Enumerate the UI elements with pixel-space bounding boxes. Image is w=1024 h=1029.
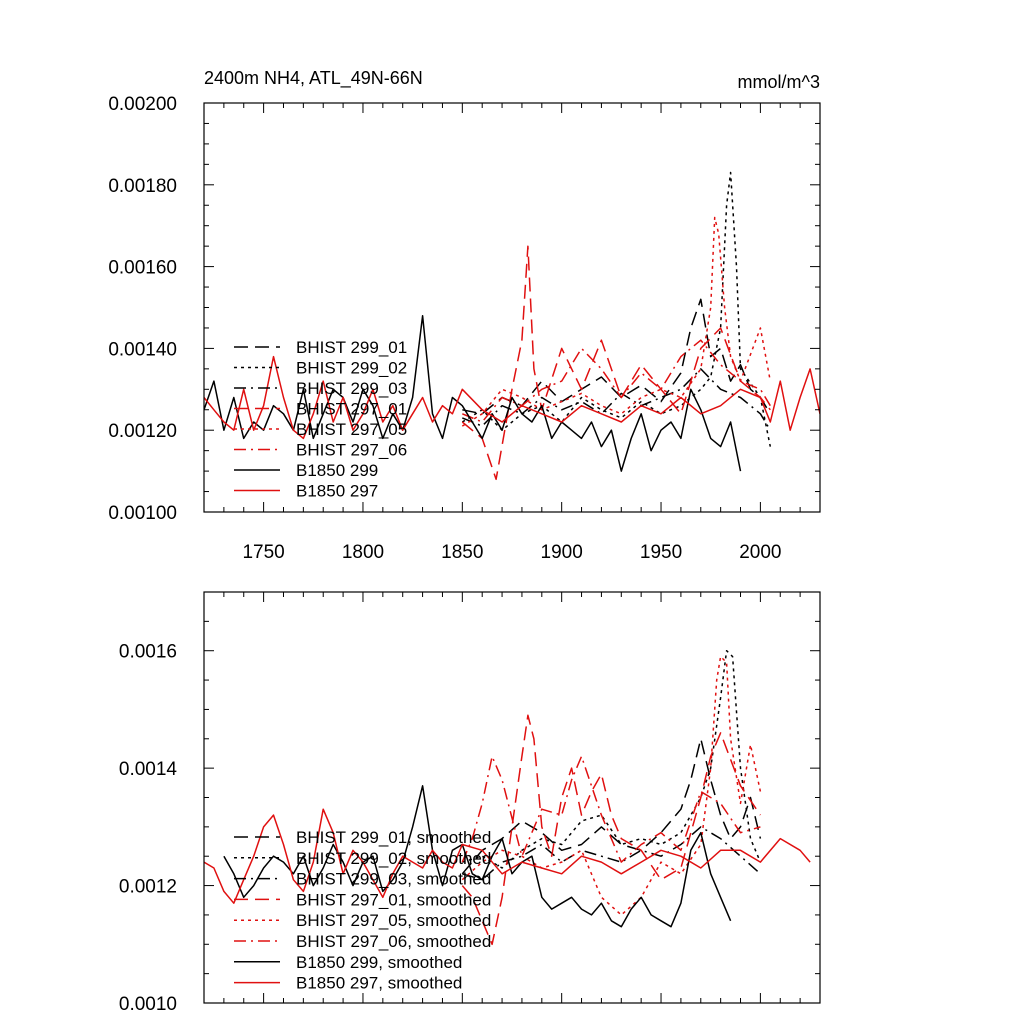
chart-panel-1: 1750 1800 1850 1900 1950 2000 0.00100 0.00120 0.… <box>108 94 821 563</box>
legend-label: BHIST 299_02 <box>296 359 407 378</box>
legend-label: BHIST 297_01, smoothed <box>296 890 491 909</box>
series-line-6 <box>462 339 771 423</box>
legend-label: B1850 297, smoothed <box>296 974 462 993</box>
x-tick-label: 1900 <box>541 542 583 563</box>
legend-label: BHIST 297_05 <box>296 420 407 439</box>
y-tick-label: 0.00120 <box>108 421 177 442</box>
y-tick-label: 0.00140 <box>108 339 177 360</box>
legend-label: BHIST 299_01, smoothed <box>296 828 491 847</box>
x-tick-label: 1750 <box>242 542 284 563</box>
series-group <box>204 649 811 946</box>
y-tick-label: 0.0016 <box>119 642 177 663</box>
x-tick-label: 1800 <box>342 542 384 563</box>
series-line-1 <box>462 298 771 415</box>
legend-label: BHIST 299_02, smoothed <box>296 849 491 868</box>
x-tick-label: 1850 <box>441 542 483 563</box>
legend-label: BHIST 299_03, smoothed <box>296 870 491 889</box>
legend-label: BHIST 297_05, smoothed <box>296 911 491 930</box>
legend-label: BHIST 297_06 <box>296 441 407 460</box>
y-tick-label: 0.00180 <box>108 176 177 197</box>
x-tick-label: 1950 <box>640 542 682 563</box>
series-group <box>204 171 820 481</box>
x-tick-label: 2000 <box>739 542 781 563</box>
legend: BHIST 299_01, smoothed BHIST 299_02, smoo… <box>234 828 491 993</box>
y-tick-label: 0.0010 <box>119 994 177 1015</box>
series-line-2 <box>461 171 772 447</box>
legend-label: B1850 299, smoothed <box>296 953 462 972</box>
chart-units: mmol/m^3 <box>738 72 820 92</box>
legend-label: B1850 299 <box>296 461 378 480</box>
series-line-3 <box>462 368 771 431</box>
legend-label: BHIST 299_03 <box>296 379 407 398</box>
legend-label: BHIST 299_01 <box>296 338 407 357</box>
series-line-2 <box>462 649 762 869</box>
series-line-7 <box>223 785 732 928</box>
legend-label: B1850 297 <box>296 482 378 501</box>
series-line-5 <box>461 216 772 427</box>
series-line-3 <box>462 826 761 881</box>
y-tick-label: 0.00200 <box>108 94 177 115</box>
legend-label: BHIST 297_01 <box>296 400 407 419</box>
chart-panel-2: 0.0010 0.0012 0.0014 0.0016 BHIST 299_01, sm… <box>119 591 821 1015</box>
y-tick-label: 0.0014 <box>119 759 178 780</box>
y-tick-label: 0.00100 <box>108 503 177 524</box>
series-line-5 <box>461 655 762 916</box>
series-line-4 <box>461 245 771 481</box>
series-line-8 <box>204 808 811 904</box>
legend-label: BHIST 297_06, smoothed <box>296 932 491 951</box>
chart-title: 2400m NH4, ATL_49N-66N <box>204 68 423 89</box>
y-tick-label: 0.0012 <box>119 877 177 898</box>
y-tick-label: 0.00160 <box>108 258 177 279</box>
series-line-4 <box>461 714 762 946</box>
series-line-8 <box>204 355 820 440</box>
